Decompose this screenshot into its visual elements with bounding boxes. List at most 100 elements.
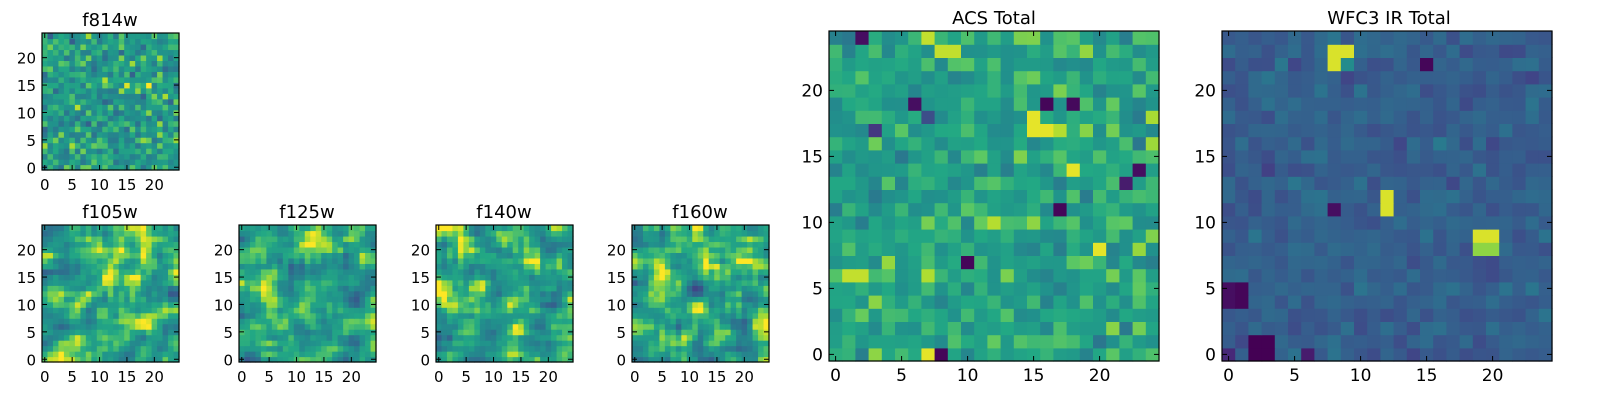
heatmap-cell — [895, 215, 909, 230]
heatmap-cell — [659, 340, 666, 347]
heatmap-cell — [1380, 176, 1395, 190]
heatmap-cell — [1420, 110, 1434, 124]
heatmap-cell — [719, 312, 726, 319]
heatmap-cell — [113, 126, 120, 133]
heatmap-cell — [157, 323, 164, 330]
heatmap-cell — [512, 345, 519, 352]
heatmap-cell — [91, 263, 98, 270]
heatmap-cell — [326, 351, 333, 358]
heatmap-cell — [157, 312, 164, 319]
heatmap-cell — [829, 295, 843, 309]
heatmap-cell — [452, 301, 459, 308]
heatmap-cell — [987, 334, 1002, 349]
heatmap-cell — [1512, 149, 1527, 164]
heatmap-cell — [140, 126, 147, 133]
heatmap-cell — [708, 241, 715, 248]
heatmap-cell — [708, 296, 715, 303]
heatmap-cell — [1106, 136, 1120, 151]
heatmap-cell — [452, 323, 459, 330]
heatmap-cell — [653, 279, 660, 286]
heatmap-cell — [1248, 97, 1263, 111]
heatmap-cell — [326, 323, 333, 330]
heatmap-cell — [752, 307, 759, 314]
heatmap-cell — [1486, 202, 1500, 217]
heatmap-cell — [304, 279, 311, 286]
heatmap-cell — [321, 252, 328, 259]
heatmap-cell — [752, 356, 759, 363]
heatmap-cell — [1132, 321, 1147, 336]
heatmap-cell — [725, 241, 732, 248]
heatmap-cell — [474, 241, 481, 248]
heatmap-cell — [157, 235, 164, 243]
heatmap-cell — [1079, 176, 1094, 190]
heatmap-cell — [1393, 57, 1408, 72]
heatmap-cell — [1340, 255, 1355, 270]
heatmap-cell — [85, 279, 92, 286]
heatmap-cell — [146, 323, 153, 330]
heatmap-cell — [304, 340, 311, 347]
heatmap-cell — [326, 334, 333, 341]
heatmap-cell — [501, 225, 508, 232]
heatmap-cell — [343, 307, 350, 314]
heatmap-cell — [282, 257, 289, 264]
heatmap-cell — [1040, 281, 1054, 296]
heatmap-cell — [129, 33, 136, 40]
heatmap-cell — [1486, 136, 1500, 151]
heatmap-cell — [1261, 334, 1276, 349]
heatmap-cell — [1235, 70, 1249, 85]
heatmap-cell — [496, 285, 503, 292]
heatmap-cell — [692, 312, 699, 319]
heatmap-cell — [974, 242, 988, 256]
heatmap-cell — [1486, 83, 1500, 98]
heatmap-cell — [91, 296, 98, 303]
heatmap-cell — [529, 290, 536, 297]
heatmap-cell — [52, 148, 60, 155]
heatmap-cell — [162, 159, 169, 166]
heatmap-cell — [1367, 136, 1381, 151]
heatmap-cell — [485, 235, 492, 243]
heatmap-cell — [1261, 242, 1276, 256]
heatmap-cell — [1512, 308, 1527, 322]
heatmap-cell — [490, 329, 497, 336]
heatmap-cell — [239, 235, 246, 243]
heatmap-cell — [501, 235, 508, 243]
heatmap-cell — [80, 296, 87, 303]
heatmap-cell — [124, 137, 131, 144]
heatmap-cell — [91, 290, 98, 297]
heatmap-cell — [507, 241, 514, 248]
heatmap-cell — [529, 334, 536, 341]
heatmap-cell — [1367, 176, 1381, 190]
heatmap-cell — [556, 225, 563, 232]
heatmap-cell — [708, 257, 715, 264]
heatmap-cell — [326, 345, 333, 352]
heatmap-cell — [1393, 110, 1408, 124]
heatmap-cell — [648, 323, 655, 330]
heatmap-cell — [523, 351, 530, 358]
heatmap-cell — [868, 189, 883, 204]
heatmap-cell — [468, 296, 475, 303]
heatmap-cell — [653, 351, 660, 358]
heatmap-cell — [1119, 163, 1134, 177]
heatmap-cell — [96, 76, 103, 83]
heatmap-cell — [74, 142, 81, 149]
heatmap-cell — [556, 323, 563, 330]
heatmap-cell — [708, 340, 715, 347]
heatmap-cell — [47, 323, 54, 330]
heatmap-cell — [1486, 97, 1500, 111]
heatmap-cell — [675, 230, 682, 237]
y-tick-label: 5 — [616, 324, 626, 342]
heatmap-cell — [129, 43, 136, 51]
heatmap-cell — [1499, 163, 1513, 177]
heatmap-cell — [58, 279, 65, 286]
heatmap-cell — [670, 241, 677, 248]
heatmap-cell — [1393, 70, 1408, 85]
heatmap-cell — [829, 308, 843, 322]
heatmap-cell — [157, 126, 164, 133]
heatmap-cell — [1040, 83, 1054, 98]
heatmap-cell — [47, 131, 54, 138]
heatmap-cell — [545, 329, 552, 336]
heatmap-cell — [545, 312, 552, 319]
heatmap-cell — [1013, 268, 1028, 283]
heatmap-cell — [266, 340, 273, 347]
heatmap-cell — [63, 318, 70, 325]
